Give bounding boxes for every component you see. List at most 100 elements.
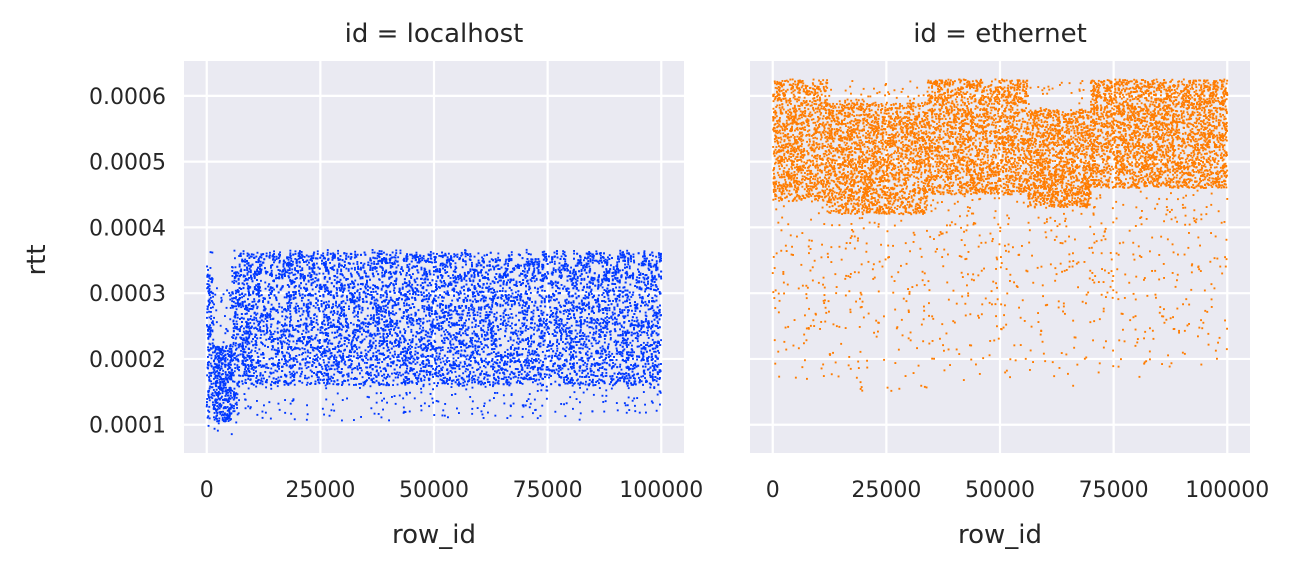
scatter-point — [228, 353, 231, 356]
scatter-point — [477, 340, 480, 343]
scatter-point — [225, 389, 227, 392]
scatter-point — [515, 280, 518, 283]
scatter-point — [435, 270, 437, 273]
scatter-point — [532, 309, 535, 312]
scatter-point — [237, 343, 240, 346]
scatter-point — [206, 398, 209, 400]
scatter-point — [539, 359, 542, 362]
scatter-point — [537, 358, 540, 360]
scatter-point — [336, 351, 339, 354]
scatter-point — [236, 393, 239, 396]
scatter-point — [528, 264, 531, 267]
scatter-point — [206, 374, 209, 377]
scatter-point — [587, 301, 590, 304]
scatter-point — [212, 382, 215, 385]
scatter-point — [586, 368, 589, 370]
scatter-point — [579, 375, 581, 378]
scatter-point — [497, 252, 500, 255]
scatter-point — [217, 348, 220, 351]
scatter-point — [234, 266, 237, 269]
scatter-point — [209, 330, 212, 333]
scatter-point — [253, 288, 256, 290]
scatter-point — [450, 259, 453, 261]
scatter-point — [215, 402, 218, 404]
scatter-point — [207, 367, 209, 370]
scatter-point — [579, 347, 582, 350]
scatter-point — [597, 342, 600, 345]
scatter-point — [224, 384, 227, 387]
scatter-point — [206, 283, 209, 285]
scatter-point — [375, 379, 378, 382]
scatter-point — [224, 390, 227, 393]
scatter-point — [560, 320, 563, 323]
scatter-point — [209, 267, 212, 269]
scatter-point — [555, 317, 558, 320]
scatter-point — [546, 318, 548, 321]
scatter-point — [586, 324, 589, 327]
scatter-point — [652, 278, 655, 281]
scatter-point — [533, 359, 535, 361]
scatter-point — [229, 371, 232, 374]
scatter-point — [216, 398, 219, 401]
scatter-point — [394, 302, 397, 305]
scatter-point — [627, 276, 630, 279]
scatter-point — [492, 374, 495, 377]
scatter-point — [380, 306, 382, 309]
scatter-point — [529, 263, 532, 265]
scatter-point — [365, 352, 368, 355]
scatter-point — [592, 327, 595, 330]
scatter-point — [236, 382, 239, 385]
scatter-point — [283, 383, 286, 386]
scatter-point — [489, 282, 492, 285]
scatter-point — [490, 352, 493, 355]
scatter-point — [405, 364, 408, 366]
scatter-point — [214, 407, 216, 410]
scatter-point — [234, 273, 237, 275]
scatter-point — [212, 408, 215, 410]
scatter-point — [237, 278, 240, 281]
scatter-point — [464, 324, 467, 327]
scatter-point — [576, 277, 579, 279]
scatter-point — [598, 333, 601, 336]
scatter-point — [215, 415, 218, 418]
scatter-point — [256, 375, 258, 377]
scatter-point — [252, 383, 255, 386]
scatter-point — [606, 307, 609, 310]
scatter-point — [310, 323, 313, 326]
scatter-point — [640, 328, 642, 331]
scatter-point — [464, 275, 466, 278]
scatter-point — [570, 378, 573, 381]
scatter-point — [493, 341, 495, 344]
scatter-point — [327, 272, 330, 275]
scatter-point — [655, 267, 658, 270]
scatter-point — [217, 395, 219, 398]
scatter-point — [228, 409, 230, 411]
scatter-point — [256, 270, 258, 273]
scatter-point — [654, 341, 657, 344]
scatter-point — [228, 347, 231, 350]
scatter-point — [208, 274, 211, 277]
scatter-point — [269, 383, 272, 386]
scatter-point — [213, 418, 216, 421]
scatter-point — [236, 359, 239, 362]
scatter-point — [206, 325, 209, 328]
scatter-point — [213, 404, 216, 407]
scatter-point — [477, 368, 480, 371]
scatter-point — [439, 349, 442, 352]
scatter-point — [420, 380, 423, 382]
scatter-point — [210, 307, 212, 309]
scatter-point — [235, 308, 238, 311]
scatter-point — [558, 351, 561, 354]
y-axis-label: rtt — [22, 244, 52, 275]
scatter-point — [255, 313, 258, 316]
scatter-point — [627, 343, 630, 346]
scatter-point — [502, 316, 505, 319]
scatter-point — [233, 249, 236, 252]
scatter-point — [582, 267, 585, 269]
scatter-point — [420, 291, 422, 294]
scatter-point — [262, 352, 264, 354]
scatter-point — [230, 378, 233, 381]
scatter-point — [228, 371, 230, 374]
scatter-point — [347, 334, 350, 337]
scatter-point — [328, 382, 331, 385]
